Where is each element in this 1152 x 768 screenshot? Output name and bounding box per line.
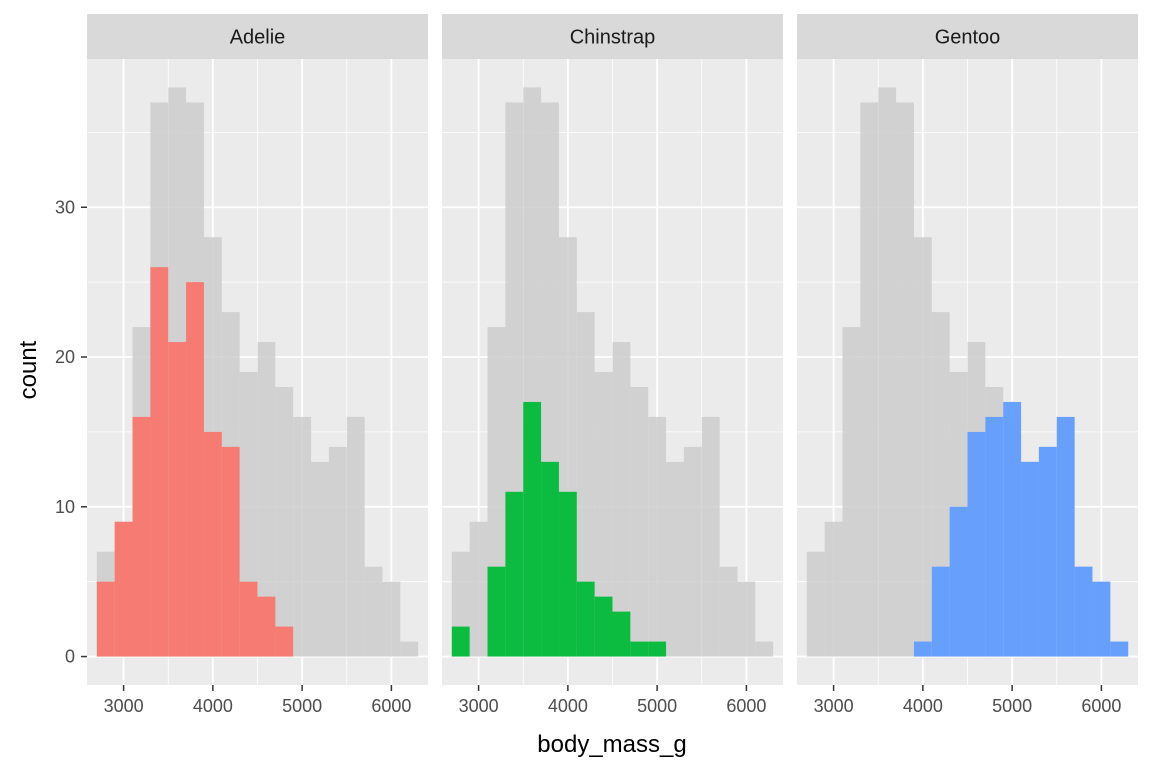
species-bar: [221, 446, 240, 657]
species-bar: [594, 596, 613, 657]
y-axis: 0 10 20 30: [55, 197, 87, 667]
y-axis-title: count: [15, 340, 42, 399]
background-bar: [576, 312, 595, 657]
y-tick-label: 20: [55, 347, 75, 367]
strip-label: Chinstrap: [570, 27, 656, 49]
background-bar: [806, 551, 825, 657]
strip-label: Adelie: [230, 27, 286, 49]
species-bar: [114, 521, 133, 657]
y-tick-label: 0: [65, 647, 75, 667]
background-bar: [701, 416, 720, 657]
species-bar: [1038, 446, 1057, 657]
species-bar: [168, 342, 187, 657]
x-tick-label: 3000: [814, 696, 854, 716]
species-bar: [203, 431, 222, 657]
background-bar: [328, 446, 347, 657]
background-bar: [612, 342, 631, 657]
background-bar: [860, 102, 879, 657]
y-tick-label: 30: [55, 197, 75, 217]
species-bar: [275, 626, 294, 657]
x-axis-title: body_mass_g: [537, 731, 686, 758]
background-bar: [311, 461, 329, 657]
strip-background: [797, 14, 1138, 59]
species-bar: [541, 461, 559, 657]
background-bar: [630, 386, 649, 657]
background-bar: [878, 87, 897, 657]
species-bar: [451, 626, 470, 657]
panel-chinstrap: Chinstrap 3000 4000 5000 6000: [442, 14, 783, 716]
x-tick-label: 4000: [903, 696, 943, 716]
strip-label: Gentoo: [935, 27, 1001, 49]
species-bar: [239, 581, 258, 657]
strip-background: [442, 14, 783, 59]
species-bar: [1056, 416, 1075, 657]
species-bar: [1110, 641, 1129, 657]
species-bar: [1003, 401, 1022, 657]
species-bar: [612, 611, 631, 657]
background-bar: [648, 416, 667, 657]
background-bar: [666, 461, 684, 657]
background-bar: [913, 237, 932, 657]
species-bar: [487, 566, 506, 657]
species-bar: [505, 491, 524, 657]
background-bar: [755, 641, 774, 657]
background-bar: [594, 372, 613, 657]
species-bar: [576, 581, 595, 657]
background-bar: [364, 566, 383, 657]
species-bar: [523, 401, 542, 657]
background-bar: [382, 581, 401, 657]
x-tick-label: 6000: [726, 696, 766, 716]
x-tick-label: 6000: [371, 696, 411, 716]
species-bar: [96, 581, 115, 657]
background-bar: [257, 342, 276, 657]
x-tick-label: 4000: [193, 696, 233, 716]
background-bar: [293, 416, 312, 657]
species-bar: [648, 641, 667, 657]
strip-background: [87, 14, 428, 59]
x-tick-label: 5000: [992, 696, 1032, 716]
species-bar: [630, 641, 649, 657]
background-bar: [824, 521, 843, 657]
species-bar: [967, 431, 986, 657]
background-bar: [683, 446, 702, 657]
species-bar: [558, 491, 577, 657]
background-bar: [719, 566, 738, 657]
panels-layer: Adelie 3000 4000 5000 6000 Chinstrap 3000 4000 5…: [87, 14, 1138, 716]
species-bar: [949, 506, 968, 657]
x-tick-label: 4000: [548, 696, 588, 716]
panel-adelie: Adelie 3000 4000 5000 6000: [87, 14, 428, 716]
x-tick-label: 3000: [104, 696, 144, 716]
background-bar: [400, 641, 419, 657]
x-tick-label: 6000: [1081, 696, 1121, 716]
background-bar: [275, 386, 294, 657]
background-bar: [346, 416, 365, 657]
background-bar: [842, 327, 861, 657]
species-bar: [913, 641, 932, 657]
species-bar: [1074, 566, 1093, 657]
species-bar: [985, 416, 1004, 657]
x-tick-label: 5000: [637, 696, 677, 716]
species-bar: [132, 416, 151, 657]
species-bar: [931, 566, 950, 657]
species-bar: [150, 267, 169, 657]
panel-gentoo: Gentoo 3000 4000 5000 6000: [797, 14, 1138, 716]
species-bar: [186, 282, 204, 657]
background-bar: [737, 581, 756, 657]
x-tick-label: 3000: [459, 696, 499, 716]
x-tick-label: 5000: [282, 696, 322, 716]
species-bar: [1092, 581, 1111, 657]
species-bar: [1021, 461, 1039, 657]
background-bar: [469, 521, 488, 657]
y-tick-label: 10: [55, 497, 75, 517]
background-bar: [896, 102, 914, 657]
species-bar: [257, 596, 276, 657]
